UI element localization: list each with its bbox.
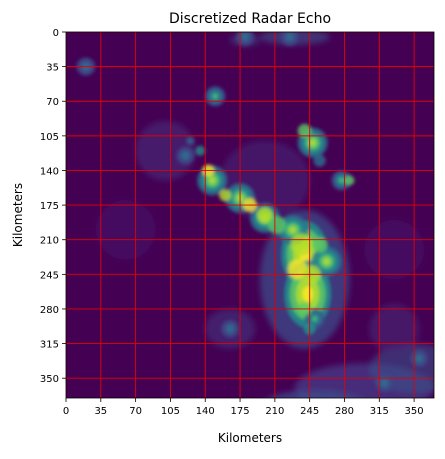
echo-cell	[311, 236, 328, 253]
echo-cell	[302, 286, 314, 302]
grid-lines	[66, 32, 434, 398]
echo-cell	[181, 152, 189, 160]
echo-cells	[76, 32, 429, 398]
echo-cell	[241, 33, 249, 41]
x-tick-label: 140	[196, 406, 215, 417]
x-tick-label: 245	[300, 406, 319, 417]
echo-cell	[297, 393, 313, 398]
echo-blob	[95, 200, 156, 260]
x-tick-label: 280	[335, 406, 354, 417]
x-tick-label: 350	[405, 406, 424, 417]
y-tick-label: 140	[40, 166, 59, 177]
echo-cell	[226, 325, 234, 333]
plot-area	[66, 32, 434, 398]
y-tick-label: 350	[40, 374, 59, 385]
y-tick-label: 175	[40, 201, 59, 212]
echo-cell	[313, 154, 326, 167]
y-tick-label: 70	[46, 97, 59, 108]
y-tick-label: 210	[40, 236, 59, 247]
x-tick-label: 175	[231, 406, 250, 417]
echo-cell	[312, 316, 317, 321]
x-tick-label: 70	[129, 406, 142, 417]
y-tick-label: 0	[53, 28, 59, 39]
echo-cell	[219, 189, 232, 202]
x-axis-ticks: 0 35 70 105 140 175 210 245 280 315 350	[63, 398, 424, 417]
y-tick-label: 245	[40, 270, 59, 281]
x-axis-label: Kilometers	[218, 431, 282, 445]
y-axis-ticks: 0 35 70 105 140 175 210 245 280 315 350	[40, 28, 66, 385]
x-tick-label: 0	[63, 406, 69, 417]
echo-cell	[195, 145, 206, 156]
y-tick-label: 35	[46, 63, 59, 74]
x-tick-label: 105	[161, 406, 180, 417]
x-tick-label: 315	[370, 406, 389, 417]
echo-blob	[369, 304, 420, 354]
echo-cell	[323, 257, 331, 265]
echo-cell	[289, 226, 297, 234]
echo-blob	[269, 390, 361, 398]
echo-cell	[344, 175, 355, 186]
y-tick-label: 280	[40, 305, 59, 316]
echo-cell	[380, 379, 388, 387]
echo-cell	[213, 94, 218, 99]
y-tick-label: 105	[40, 132, 59, 143]
echo-cell	[286, 33, 294, 41]
echo-cell	[208, 176, 216, 184]
radar-echo-layer	[76, 32, 434, 398]
echo-cell	[339, 178, 344, 183]
echo-cell	[297, 123, 312, 138]
plot-frame	[65, 31, 435, 399]
echo-cell	[415, 354, 423, 362]
echo-cell	[309, 139, 317, 147]
y-axis-label: Kilometers	[11, 183, 25, 247]
x-tick-label: 210	[265, 406, 284, 417]
echo-cell	[267, 215, 286, 234]
echo-blob	[364, 219, 425, 280]
echo-cell	[256, 207, 273, 223]
chart-title: Discretized Radar Echo	[169, 11, 331, 27]
echo-cell	[290, 233, 313, 256]
y-tick-label: 315	[40, 340, 59, 351]
echo-cell	[186, 136, 195, 145]
x-tick-label: 35	[94, 406, 107, 417]
